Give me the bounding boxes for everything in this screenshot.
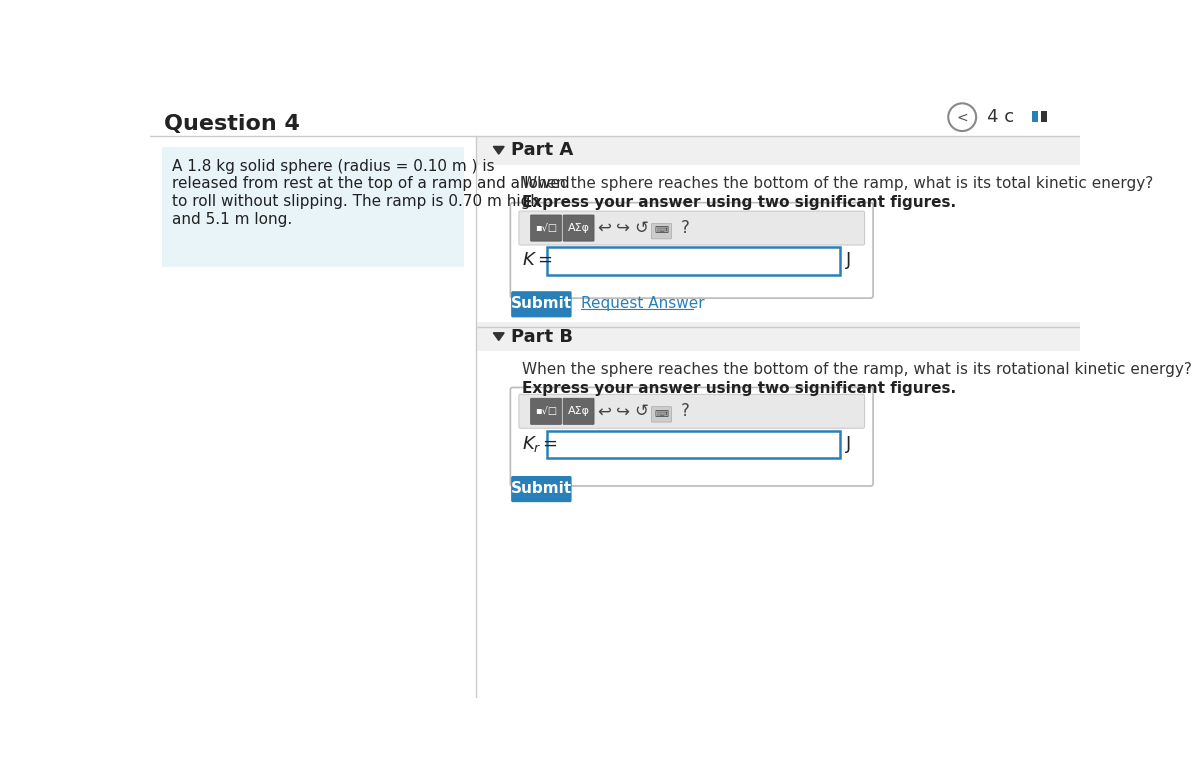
Text: Express your answer using two significant figures.: Express your answer using two significan…	[522, 195, 956, 210]
FancyBboxPatch shape	[530, 398, 562, 424]
FancyBboxPatch shape	[652, 223, 672, 239]
FancyBboxPatch shape	[530, 215, 562, 241]
Text: J: J	[846, 252, 851, 270]
Text: Question 4: Question 4	[164, 114, 300, 134]
Polygon shape	[493, 332, 504, 340]
Text: AΣφ: AΣφ	[568, 406, 589, 416]
Text: When the sphere reaches the bottom of the ramp, what is its total kinetic energy: When the sphere reaches the bottom of th…	[522, 176, 1153, 191]
Text: Submit: Submit	[511, 296, 572, 311]
Text: ↪: ↪	[616, 219, 630, 237]
FancyBboxPatch shape	[478, 136, 1080, 165]
Text: <: <	[956, 111, 968, 124]
Text: ↺: ↺	[635, 219, 648, 237]
FancyBboxPatch shape	[547, 430, 840, 459]
FancyBboxPatch shape	[652, 407, 672, 422]
Text: ▪√□: ▪√□	[535, 406, 557, 416]
Text: Submit: Submit	[511, 481, 572, 495]
FancyBboxPatch shape	[162, 147, 464, 267]
Text: ⌨: ⌨	[654, 225, 668, 235]
FancyBboxPatch shape	[510, 387, 874, 486]
FancyBboxPatch shape	[1042, 111, 1048, 122]
Text: $K =$: $K =$	[522, 252, 552, 270]
FancyBboxPatch shape	[510, 202, 874, 298]
Polygon shape	[493, 147, 504, 154]
Text: ⌨: ⌨	[654, 408, 668, 419]
Text: Part A: Part A	[511, 141, 574, 159]
FancyBboxPatch shape	[511, 291, 571, 318]
FancyBboxPatch shape	[547, 247, 840, 275]
Text: A 1.8 kg solid sphere (radius = 0.10 m ) is: A 1.8 kg solid sphere (radius = 0.10 m )…	[172, 159, 494, 174]
Text: ↺: ↺	[635, 402, 648, 420]
Text: to roll without slipping. The ramp is 0.70 m high: to roll without slipping. The ramp is 0.…	[172, 194, 540, 209]
Text: ?: ?	[680, 402, 689, 420]
FancyBboxPatch shape	[1032, 111, 1038, 122]
FancyBboxPatch shape	[518, 211, 864, 245]
FancyBboxPatch shape	[511, 476, 571, 503]
Text: and 5.1 m long.: and 5.1 m long.	[172, 212, 292, 227]
Text: ?: ?	[680, 219, 689, 237]
Text: Part B: Part B	[511, 328, 574, 346]
Text: ↪: ↪	[616, 402, 630, 420]
Text: J: J	[846, 434, 851, 452]
Text: released from rest at the top of a ramp and allowed: released from rest at the top of a ramp …	[172, 176, 569, 191]
Text: AΣφ: AΣφ	[568, 223, 589, 233]
Text: Express your answer using two significant figures.: Express your answer using two significan…	[522, 381, 956, 396]
Text: ↩: ↩	[598, 402, 611, 420]
FancyBboxPatch shape	[518, 394, 864, 428]
FancyBboxPatch shape	[478, 322, 1080, 351]
FancyBboxPatch shape	[563, 398, 594, 424]
Text: Request Answer: Request Answer	[581, 296, 704, 311]
Text: ▪√□: ▪√□	[535, 223, 557, 233]
Text: ↩: ↩	[598, 219, 611, 237]
Text: When the sphere reaches the bottom of the ramp, what is its rotational kinetic e: When the sphere reaches the bottom of th…	[522, 362, 1192, 377]
Text: $K_r =$: $K_r =$	[522, 434, 558, 454]
Text: 4 c: 4 c	[986, 108, 1014, 126]
FancyBboxPatch shape	[563, 215, 594, 241]
